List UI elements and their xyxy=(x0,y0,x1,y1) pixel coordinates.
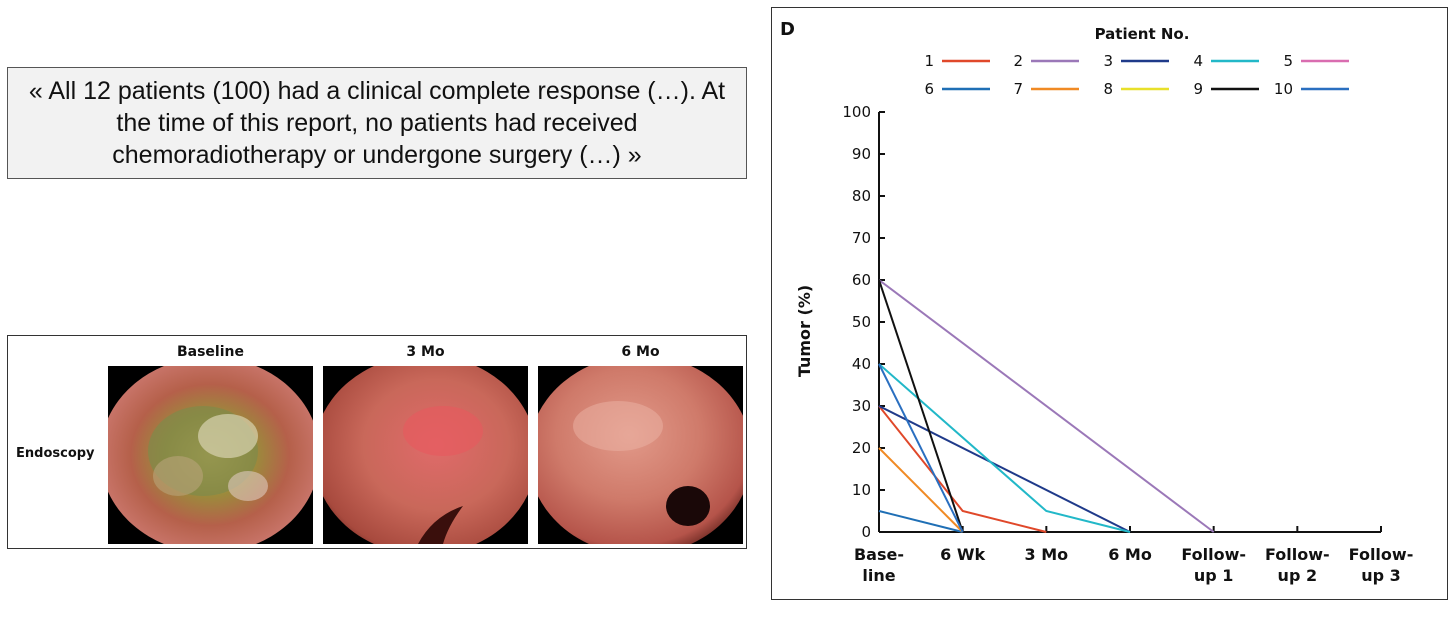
legend-label-2: 2 xyxy=(1013,52,1023,70)
series-line-patient-2 xyxy=(878,279,1215,533)
legend-label-6: 6 xyxy=(924,80,934,98)
y-tick-label-80: 80 xyxy=(852,187,871,205)
x-tick-label-1: 6 Wk xyxy=(940,545,985,564)
legend-label-4: 4 xyxy=(1193,52,1203,70)
legend-label-5: 5 xyxy=(1283,52,1293,70)
x-tick-label-4: Follow-up 1 xyxy=(1181,545,1246,585)
series-line-patient-10 xyxy=(878,363,964,533)
y-tick-label-100: 100 xyxy=(842,103,871,121)
series-line-patient-1 xyxy=(878,405,1047,533)
x-tick-label-2: 3 Mo xyxy=(1025,545,1069,564)
x-tick-label-6: Follow-up 3 xyxy=(1349,545,1414,585)
series-line-patient-4 xyxy=(878,363,1131,533)
series-group xyxy=(878,279,1381,533)
legend-title: Patient No. xyxy=(1095,25,1190,43)
series-line-patient-6 xyxy=(878,510,963,533)
endoscopy-image-baseline xyxy=(108,366,313,544)
series-line-patient-9 xyxy=(878,279,964,533)
legend-label-7: 7 xyxy=(1013,80,1023,98)
endoscopy-col-3mo: 3 Mo xyxy=(406,344,445,360)
legend-label-10: 10 xyxy=(1274,80,1293,98)
legend-label-8: 8 xyxy=(1103,80,1113,98)
y-tick-label-60: 60 xyxy=(852,271,871,289)
endoscopy-image-6mo xyxy=(538,366,743,544)
y-tick-label-50: 50 xyxy=(852,313,871,331)
y-axis-label: Tumor (%) xyxy=(795,285,814,377)
endoscopy-image-3mo xyxy=(323,366,528,544)
endoscopy-row-label: Endoscopy xyxy=(16,446,95,461)
y-tick-label-30: 30 xyxy=(852,397,871,415)
y-tick-label-0: 0 xyxy=(861,523,871,541)
legend-label-1: 1 xyxy=(924,52,934,70)
legend: 1 2 3 4 5 6 7 8 9 10 xyxy=(924,52,1349,98)
quote-text: « All 12 patients (100) had a clinical c… xyxy=(28,77,726,169)
legend-label-9: 9 xyxy=(1193,80,1203,98)
quote-box: « All 12 patients (100) had a clinical c… xyxy=(7,67,747,179)
series-line-patient-7 xyxy=(878,447,964,533)
endoscopy-col-6mo: 6 Mo xyxy=(621,344,660,360)
endoscopy-panel: Baseline 3 Mo 6 Mo Endoscopy xyxy=(7,335,747,549)
y-tick-label-70: 70 xyxy=(852,229,871,247)
tumor-line-chart: D Patient No. 1 2 3 4 5 6 7 8 9 10 Tumor (%) 0 10 2… xyxy=(780,19,1413,585)
y-tick-label-90: 90 xyxy=(852,145,871,163)
x-tick-label-3: 6 Mo xyxy=(1108,545,1152,564)
y-tick-label-20: 20 xyxy=(852,439,871,457)
axes: 0 10 20 30 40 50 60 70 80 90 100 Base-line 6 Wk 3 Mo 6… xyxy=(842,103,1413,585)
chart-panel: D Patient No. 1 2 3 4 5 6 7 8 9 10 Tumor (%) 0 10 2… xyxy=(771,7,1448,600)
panel-label: D xyxy=(780,19,795,40)
x-tick-label-0: Base-line xyxy=(854,545,904,585)
y-tick-label-10: 10 xyxy=(852,481,871,499)
x-tick-label-5: Follow-up 2 xyxy=(1265,545,1330,585)
series-line-patient-3 xyxy=(878,405,1131,533)
y-tick-label-40: 40 xyxy=(852,355,871,373)
endoscopy-col-baseline: Baseline xyxy=(176,344,244,360)
legend-label-3: 3 xyxy=(1103,52,1113,70)
